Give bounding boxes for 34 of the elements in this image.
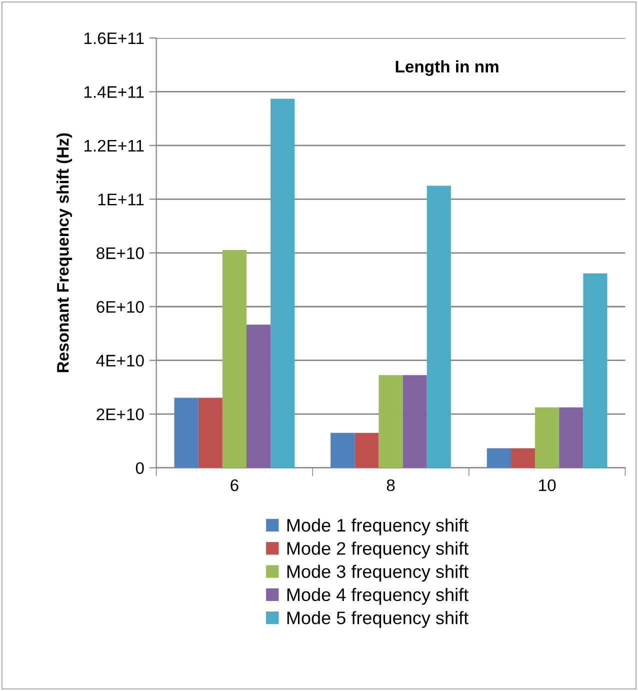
legend-label: Mode 4 frequency shift (287, 588, 468, 605)
legend-label: Mode 5 frequency shift (287, 611, 468, 628)
y-axis-title: Resonant Frequency shift (Hz) (56, 133, 72, 372)
bar (246, 324, 271, 468)
y-tick-label: 1.6E+11 (84, 32, 144, 44)
legend-label: Mode 3 frequency shift (287, 564, 468, 582)
x-tick-label: 10 (539, 479, 556, 492)
bar (510, 448, 536, 468)
y-tick-label: 1.4E+11 (84, 86, 144, 98)
bar (535, 407, 560, 468)
bar (402, 375, 427, 468)
bar (559, 407, 584, 468)
bar (354, 432, 379, 468)
legend-label: Mode 1 frequency shift (287, 518, 468, 536)
bar (330, 432, 355, 468)
bar (222, 250, 246, 468)
bar (426, 186, 451, 468)
bar (198, 398, 222, 468)
x-tick-label: 6 (230, 479, 238, 492)
bar (583, 273, 608, 468)
y-tick-label: 1E+11 (98, 194, 144, 206)
bar (486, 448, 511, 468)
bar (378, 375, 403, 468)
bar (270, 98, 295, 468)
y-tick-label: 2E+10 (96, 408, 144, 420)
y-tick-label: 8E+10 (96, 247, 144, 260)
bar (174, 398, 198, 468)
y-tick-label: 4E+10 (96, 354, 144, 367)
legend-label: Mode 2 frequency shift (287, 542, 468, 558)
annotation: Length in nm (396, 60, 498, 76)
y-tick-label: 6E+10 (96, 301, 144, 313)
y-tick-label: 1.2E+11 (84, 140, 144, 152)
y-tick-label: 0 (136, 462, 144, 474)
x-tick-label: 8 (386, 479, 395, 492)
